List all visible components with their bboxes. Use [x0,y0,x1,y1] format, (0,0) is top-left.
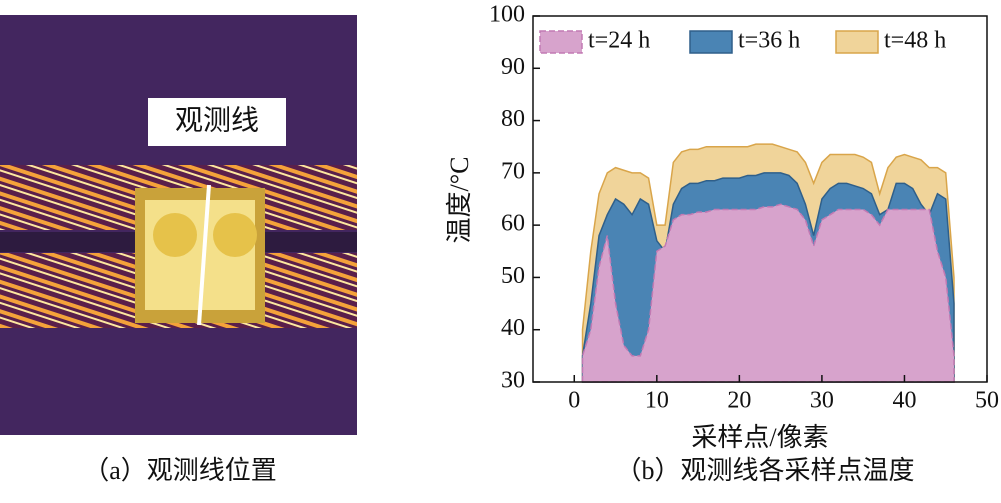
legend-swatch [835,30,879,54]
y-tick-label: 30 [501,368,525,394]
x-tick-label: 0 [568,388,580,414]
y-tick-label: 60 [501,211,525,237]
thermal-image [0,15,357,435]
caption: （a）观测线位置 [83,456,277,485]
y-tick-label: 40 [501,315,525,341]
y-tick-label: 70 [501,158,525,184]
y-tick-label: 50 [501,263,525,289]
legend-swatch [539,30,583,54]
legend-label: t=36 h [738,28,800,54]
x-tick-label: 30 [810,388,834,414]
x-tick-label: 40 [892,388,916,414]
y-tick-label: 100 [489,2,525,28]
caption: （b）观测线各采样点温度 [615,456,914,485]
y-tick-label: 80 [501,106,525,132]
legend-label: t=48 h [884,28,946,54]
area [581,203,955,383]
legend-swatch [689,30,733,54]
x-axis-label: 采样点/像素 [691,423,828,452]
x-tick-label: 10 [645,388,669,414]
y-tick-label: 90 [501,54,525,80]
y-axis-label: 温度/°C [445,157,474,244]
legend-label: t=24 h [588,28,650,54]
image-label: 观测线 [175,104,259,136]
x-tick-label: 50 [975,388,999,414]
x-tick-label: 20 [727,388,751,414]
plot-frame [532,15,988,383]
